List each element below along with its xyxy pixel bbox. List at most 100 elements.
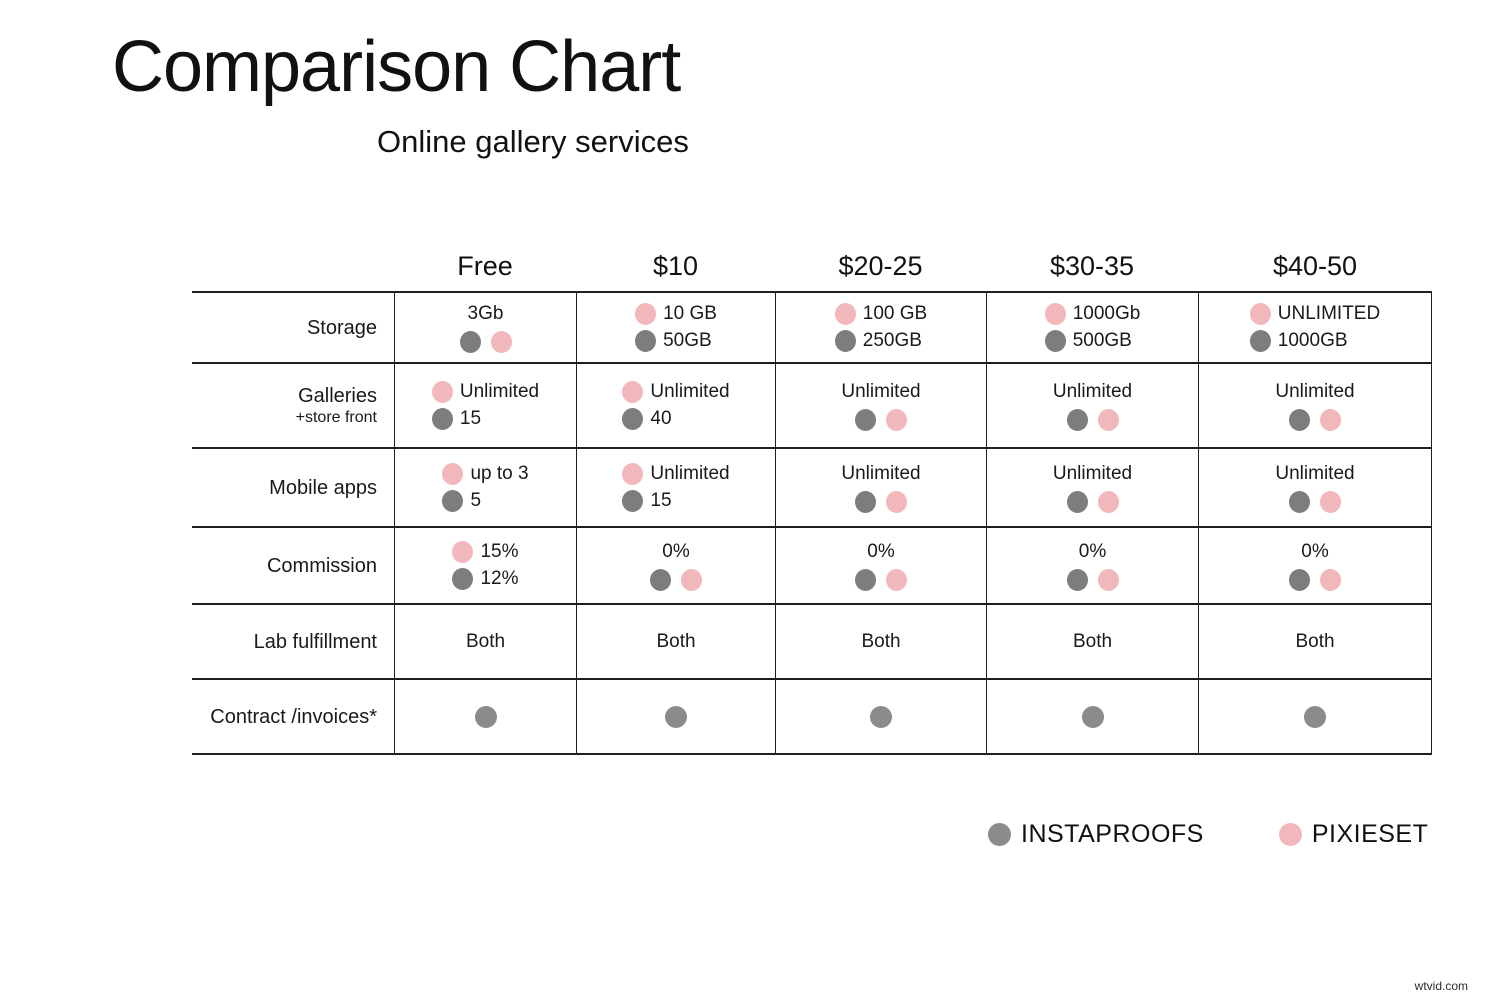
table-cell: Both — [775, 603, 986, 678]
table-cell: up to 3 5 — [394, 447, 576, 526]
cell-dots — [1289, 569, 1341, 591]
cell-dots — [855, 409, 907, 431]
table-cell: 0% — [775, 526, 986, 603]
page-subtitle: Online gallery services — [377, 124, 689, 159]
cell-dot-row: 12% — [452, 566, 519, 593]
pixieset-dot-icon — [886, 409, 907, 431]
cell-value: 50GB — [663, 330, 712, 351]
page-title: Comparison Chart — [112, 27, 681, 107]
pixieset-dot-icon — [1249, 303, 1271, 325]
cell-value: Unlimited — [1275, 381, 1355, 402]
cell-dot-row: Unlimited — [431, 379, 539, 406]
cell-dot-rows: 15% 12% — [452, 539, 519, 593]
cell-dot-row: UNLIMITED — [1249, 301, 1381, 328]
cell-value: 15 — [650, 490, 672, 511]
instaproofs-dot-icon — [1289, 491, 1310, 513]
row-label: Lab fulfillment — [192, 603, 394, 678]
table-cell: Both — [394, 603, 576, 678]
table-cell: Unlimited 15 — [576, 447, 775, 526]
table-cell — [986, 678, 1198, 755]
instaproofs-dot-icon — [1289, 569, 1310, 591]
table-cell — [576, 678, 775, 755]
cell-value: 15% — [480, 541, 519, 562]
table-cell: 15% 12% — [394, 526, 576, 603]
cell-value: 0% — [662, 541, 690, 562]
cell-value: UNLIMITED — [1277, 303, 1381, 324]
pixieset-dot-icon — [886, 491, 907, 513]
pixieset-dot-icon — [1320, 569, 1341, 591]
row-label-text: Contract /invoices* — [210, 705, 377, 728]
column-header: $10 — [652, 251, 699, 281]
cell-value: 0% — [1078, 541, 1107, 562]
row-label: Mobile apps — [192, 447, 394, 526]
cell-value: Unlimited — [1052, 381, 1133, 402]
row-label: Commission — [192, 526, 394, 603]
pixieset-dot-icon — [622, 463, 644, 485]
pixieset-dot-icon — [452, 541, 474, 563]
legend: INSTAPROOFS PIXIESET — [988, 820, 1428, 849]
column-header: $40-50 — [1272, 251, 1358, 281]
table-cell — [775, 678, 986, 755]
cell-dot-row: 50GB — [635, 328, 712, 355]
table-corner — [192, 248, 394, 291]
instaproofs-dot-icon — [1249, 330, 1271, 352]
instaproofs-dot-icon — [855, 569, 876, 591]
pixieset-dot-icon — [1097, 409, 1119, 431]
cell-dot-row: 15 — [622, 488, 672, 515]
instaproofs-dot-icon — [855, 491, 876, 513]
comparison-table: Free $10 $20-25 $30-35 $40-50 Storage 3Gb 10 GB… — [192, 248, 1432, 755]
cell-dots — [855, 569, 907, 591]
cell-dots — [459, 331, 512, 353]
table-cell: 100 GB 250GB — [775, 291, 986, 362]
cell-dots — [650, 569, 702, 591]
cell-dots — [1066, 409, 1119, 431]
cell-value: 3Gb — [467, 303, 504, 324]
pixieset-dot-icon — [442, 463, 464, 485]
cell-dot-row: 10 GB — [635, 301, 717, 328]
cell-dot-rows: Unlimited 40 — [622, 379, 730, 433]
instaproofs-dot-icon — [1289, 409, 1310, 431]
row-label-text: Commission — [266, 554, 377, 577]
instaproofs-dot-icon — [1081, 705, 1104, 728]
cell-dots — [1289, 491, 1341, 513]
instaproofs-dot-icon — [1044, 330, 1066, 352]
cell-dot-row: 40 — [622, 406, 672, 433]
row-label: Galleries +store front — [192, 362, 394, 447]
pixieset-dot-icon — [490, 331, 512, 353]
cell-value: Both — [656, 630, 696, 652]
table-cell: Unlimited — [1198, 447, 1432, 526]
table-cell: Both — [576, 603, 775, 678]
table-cell: Unlimited 40 — [576, 362, 775, 447]
cell-value: 250GB — [862, 330, 922, 351]
row-sublabel-text: +store front — [295, 409, 377, 426]
column-header: Free — [457, 251, 513, 281]
cell-value: 100 GB — [862, 303, 928, 324]
table-cell: Unlimited — [775, 362, 986, 447]
table-cell — [394, 678, 576, 755]
cell-dot-row: 1000GB — [1249, 328, 1348, 355]
pixieset-dot-icon — [1320, 491, 1341, 513]
cell-value: 500GB — [1072, 330, 1132, 351]
instaproofs-dot-icon — [1066, 409, 1088, 431]
table-cell: Unlimited — [986, 362, 1198, 447]
cell-value: Unlimited — [841, 463, 921, 484]
instaproofs-dot-icon — [1304, 705, 1326, 728]
cell-dot-row: 100 GB — [834, 301, 928, 328]
cell-value: 12% — [480, 568, 519, 589]
table-cell — [1198, 678, 1432, 755]
instaproofs-dot-icon — [665, 705, 687, 728]
cell-value: Unlimited — [841, 381, 921, 402]
cell-value: 1000GB — [1277, 330, 1348, 351]
cell-dot-row: Unlimited — [622, 461, 730, 488]
instaproofs-dot-icon — [452, 568, 474, 590]
cell-dot-row: 5 — [442, 488, 481, 515]
cell-dot-rows: 1000Gb 500GB — [1044, 301, 1140, 355]
row-label-text: Galleries — [298, 385, 377, 407]
instaproofs-dot-icon — [635, 330, 657, 352]
table-cell: Unlimited — [1198, 362, 1432, 447]
instaproofs-dot-icon — [834, 330, 856, 352]
cell-value: Both — [1295, 630, 1335, 652]
legend-label: PIXIESET — [1311, 820, 1429, 848]
table-cell: 10 GB 50GB — [576, 291, 775, 362]
